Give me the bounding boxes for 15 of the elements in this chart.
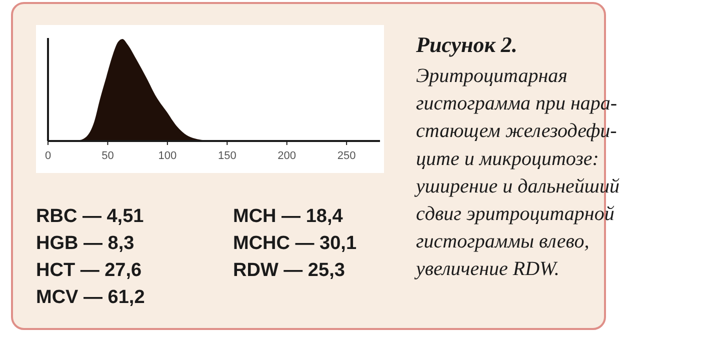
- text: Эритроцитарная гистограмма при нара- стающем железодефи- ците и микроцитозе: уширение и дальнейший сдвиг эритроцитарной гистограммы влево, увеличение RDW.: [414, 65, 620, 280]
- x-tick-label: 150: [218, 150, 236, 162]
- text: HGB — 8,3: [36, 233, 134, 254]
- text: Рисунок 2.: [415, 32, 518, 57]
- text: RDW — 25,3: [233, 260, 345, 281]
- text: HCT — 27,6: [36, 260, 142, 281]
- x-tick-label: 0: [44, 150, 52, 162]
- x-tick-label: 50: [102, 150, 114, 162]
- x-tick-label: 100: [158, 150, 177, 162]
- text: MCH — 18,4: [233, 206, 344, 227]
- x-tick-label: 200: [278, 150, 296, 162]
- text: RBC — 4,51: [36, 206, 144, 227]
- x-tick-label: 250: [337, 150, 356, 162]
- text: MCV — 61,2: [36, 287, 145, 308]
- text: MCHC — 30,1: [233, 233, 357, 254]
